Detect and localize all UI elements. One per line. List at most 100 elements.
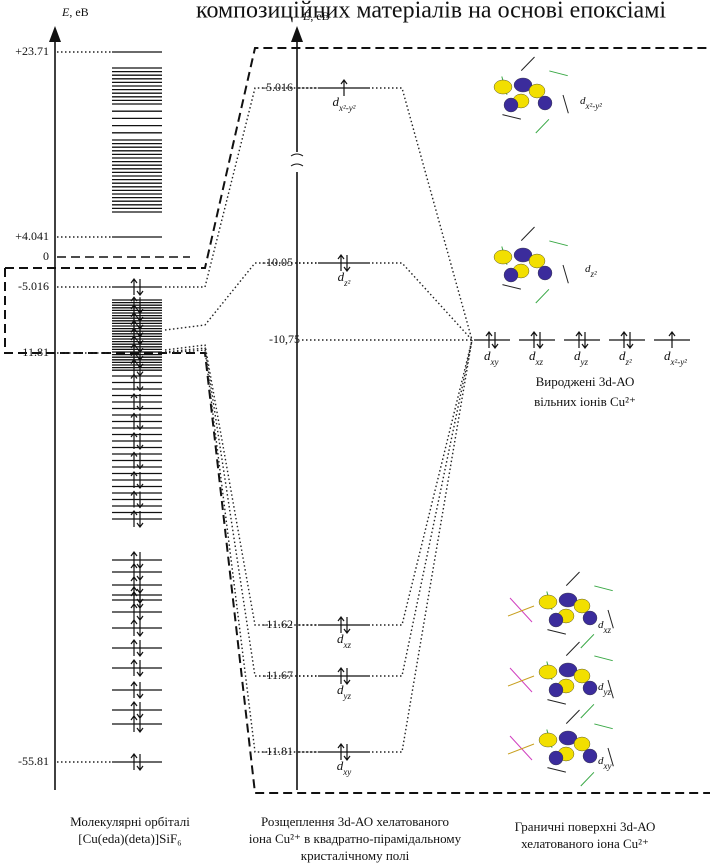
orbital-label: dxz — [529, 348, 543, 367]
axis-stub — [510, 736, 532, 760]
lobe — [583, 611, 597, 625]
lobe — [504, 98, 518, 112]
orbital-label: dx²-y² — [664, 348, 687, 367]
orbital-sub: xy — [342, 767, 351, 777]
bond — [594, 724, 612, 729]
orbital-surface — [494, 57, 568, 133]
correlation — [165, 345, 318, 625]
orbital-label: dx²-y² — [333, 94, 356, 113]
bond — [547, 768, 565, 773]
orbital-sub: xz — [535, 357, 544, 367]
orbital-sub: z² — [590, 269, 598, 279]
level-label: -55.81 — [18, 754, 49, 768]
axis-stub — [508, 744, 534, 754]
lobe — [539, 733, 557, 747]
level-label: +23.71 — [15, 44, 49, 58]
caption: Граничні поверхні 3d-АО — [515, 819, 656, 834]
correlation — [372, 340, 472, 676]
orbital-sub: yz — [343, 691, 352, 701]
degenerate-caption: вільних іонів Cu²⁺ — [534, 394, 636, 409]
header-text: композиційних матеріалів на основі епокс… — [196, 0, 666, 24]
orbital-sub: xy — [490, 357, 499, 367]
orbital-sub: xz — [603, 625, 612, 635]
bond — [566, 572, 579, 586]
axis-unit: , eB — [69, 5, 88, 19]
bond — [581, 704, 594, 718]
orbital-label: dz² — [585, 263, 597, 279]
orbital-sub: x²-y² — [338, 103, 356, 113]
axis-stub — [510, 598, 532, 622]
orbital-label: dxy — [337, 758, 352, 777]
lobe — [549, 751, 563, 765]
orbital-surface — [508, 572, 613, 648]
orbital-surface — [508, 642, 613, 718]
bond — [502, 285, 520, 290]
caption: хелатованого іона Cu²⁺ — [521, 836, 649, 851]
lobe — [583, 749, 597, 763]
lobe — [583, 681, 597, 695]
lobe — [494, 80, 512, 94]
bond — [581, 772, 594, 786]
orbital-label: dz² — [619, 348, 632, 367]
level-label: -11.62 — [262, 617, 293, 631]
bond — [521, 57, 534, 71]
bond — [563, 265, 568, 283]
dashed-frame — [5, 48, 710, 793]
bond — [536, 119, 549, 133]
bond — [549, 241, 567, 246]
axis-stub — [510, 668, 532, 692]
lobe — [538, 266, 552, 280]
orbital-sub: x²-y² — [670, 357, 688, 367]
bond — [502, 115, 520, 120]
level-label: -11.81 — [262, 744, 293, 758]
lobe — [538, 96, 552, 110]
orbital-surface — [508, 710, 613, 786]
bond — [566, 642, 579, 656]
orbital-label: dx²-y² — [580, 95, 602, 111]
correlation — [372, 340, 472, 752]
level-label: -11.67 — [262, 668, 293, 682]
level-label: +4.041 — [15, 229, 49, 243]
caption: іона Cu²⁺ в квадратно-пірамідальному — [249, 831, 462, 846]
orbital-label: dxz — [598, 619, 611, 635]
diagram: композиційних матеріалів на основі епокс… — [0, 0, 715, 866]
bond — [594, 586, 612, 591]
axis-arrow — [291, 26, 303, 42]
lobe — [549, 613, 563, 627]
caption: Молекулярні орбіталі — [70, 814, 190, 829]
bond — [549, 71, 567, 76]
bond — [536, 289, 549, 303]
orbital-sub: yz — [603, 687, 612, 697]
lobe — [574, 599, 590, 613]
axis-unit: , eB — [310, 9, 329, 23]
lobe — [529, 84, 545, 98]
axis-label: E, eB — [302, 9, 330, 23]
axis-stub — [508, 606, 534, 616]
orbital-label: dxy — [484, 348, 499, 367]
degenerate-caption: Вироджені 3d-АО — [536, 374, 635, 389]
orbital-label: dyz — [337, 682, 351, 701]
lobe — [549, 683, 563, 697]
level-label: -11.81 — [18, 345, 49, 359]
correlation — [372, 88, 472, 340]
axis-stub — [508, 676, 534, 686]
level-label: -5.016 — [262, 80, 293, 94]
axis-label: E, eB — [61, 5, 89, 19]
orbital-label: dxz — [337, 631, 351, 650]
level-label: 0 — [43, 249, 49, 263]
orbital-label: dxy — [598, 755, 612, 771]
orbital-label: dz² — [338, 269, 351, 288]
level-label: -10.05 — [262, 255, 293, 269]
correlation — [372, 340, 472, 625]
orbital-sub: z² — [625, 357, 633, 367]
caption: кристалічному полі — [301, 848, 410, 863]
bond — [547, 700, 565, 705]
lobe — [504, 268, 518, 282]
level-label: -10,75 — [269, 332, 300, 346]
lobe — [539, 595, 557, 609]
caption: Розщеплення 3d-АО хелатованого — [261, 814, 449, 829]
lobe — [539, 665, 557, 679]
caption: [Cu(eda)(deta)]SiF₆ — [78, 831, 181, 846]
lobe — [529, 254, 545, 268]
bond — [566, 710, 579, 724]
